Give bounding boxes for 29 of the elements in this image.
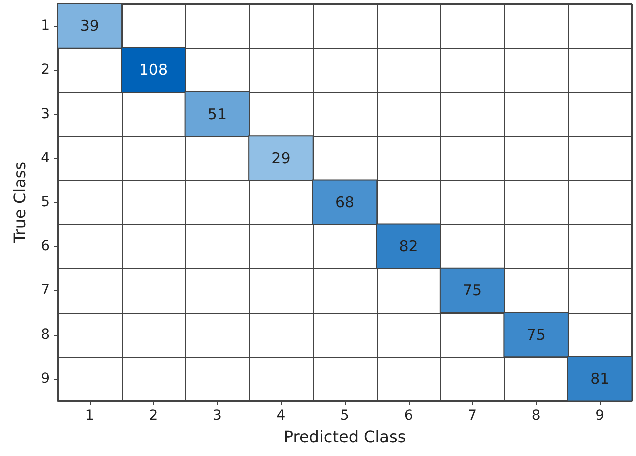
x-tick-label: 5 — [340, 408, 350, 424]
data-label: 82 — [399, 238, 418, 256]
y-tick-label: 5 — [41, 194, 50, 210]
y-tick-label: 2 — [41, 62, 50, 78]
data-label: 75 — [526, 326, 546, 344]
data-label: 81 — [590, 370, 610, 388]
x-tick-label: 6 — [404, 408, 414, 424]
x-tick-label: 2 — [149, 408, 158, 424]
data-label: 51 — [208, 105, 227, 124]
x-tick-label: 1 — [85, 408, 94, 424]
y-axis-title: True Class — [10, 162, 30, 244]
x-tick-label: 4 — [276, 408, 286, 424]
y-tick-label: 4 — [41, 150, 50, 166]
y-tick-label: 9 — [41, 370, 50, 387]
x-tick-label: 9 — [596, 408, 605, 424]
y-tick-label: 6 — [41, 238, 50, 255]
x-tick-label: 8 — [532, 408, 541, 424]
data-label: 29 — [272, 149, 291, 168]
data-label: 75 — [463, 282, 482, 300]
y-tick-label: 1 — [41, 18, 50, 34]
data-label: 68 — [335, 194, 355, 212]
data-label: 39 — [80, 17, 100, 36]
data-label: 108 — [139, 61, 168, 80]
x-tick-label: 7 — [468, 408, 478, 424]
y-tick-label: 7 — [41, 282, 50, 299]
y-tick-label: 3 — [41, 106, 50, 122]
y-tick-label: 8 — [41, 326, 50, 343]
x-tick-label: 3 — [212, 408, 222, 424]
x-axis-title: Predicted Class — [284, 428, 406, 446]
